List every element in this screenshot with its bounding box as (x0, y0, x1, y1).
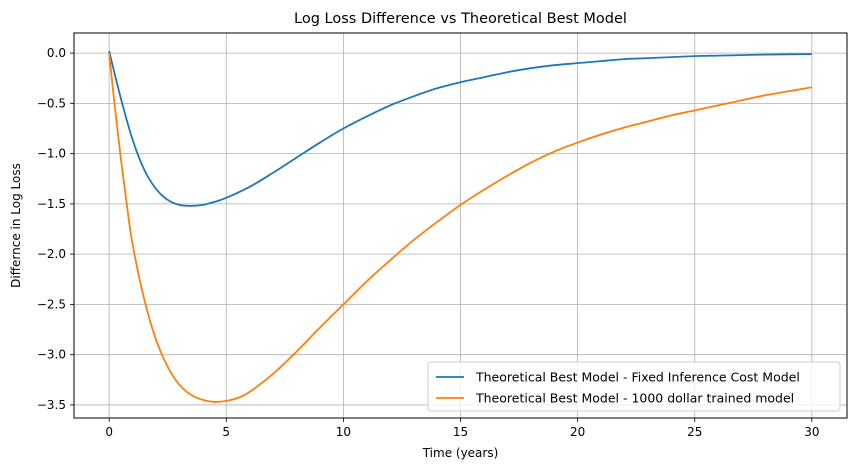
series-line-1 (108, 53, 813, 403)
chart-title: Log Loss Difference vs Theoretical Best … (294, 11, 627, 27)
axis-ticks: 0 5 10 15 20 25 30 0.0 −0.5 −1.0 −1.5 −2.0 −2.5 −3.0 −… (37, 46, 820, 439)
x-tick-label: 30 (804, 425, 819, 439)
y-tick-label: −2.0 (37, 247, 66, 261)
y-tick-label: −2.5 (37, 297, 66, 311)
x-tick-label: 0 (105, 425, 113, 439)
y-tick-label: −1.0 (37, 147, 66, 161)
y-tick-label: −3.0 (37, 348, 66, 362)
x-tick-label: 10 (336, 425, 351, 439)
legend-label-1000-dollar: Theoretical Best Model - 1000 dollar tra… (475, 391, 794, 406)
series-line-0 (108, 50, 812, 207)
y-axis-label: Differnce in Log Loss (9, 163, 23, 288)
legend-label-fixed-inference: Theoretical Best Model - Fixed Inference… (475, 370, 800, 385)
y-tick-label: −1.5 (37, 197, 66, 211)
x-tick-label: 15 (453, 425, 468, 439)
legend-box (427, 361, 841, 412)
x-axis-label: Time (years) (422, 446, 499, 460)
y-tick-label: −3.5 (37, 398, 66, 412)
legend: Theoretical Best Model - Fixed Inference… (427, 361, 841, 412)
x-tick-label: 20 (570, 425, 585, 439)
x-tick-label: 5 (222, 425, 230, 439)
x-tick-label: 25 (687, 425, 702, 439)
y-tick-label: −0.5 (37, 96, 66, 110)
y-tick-label: 0.0 (47, 46, 66, 60)
series-lines (108, 50, 813, 403)
